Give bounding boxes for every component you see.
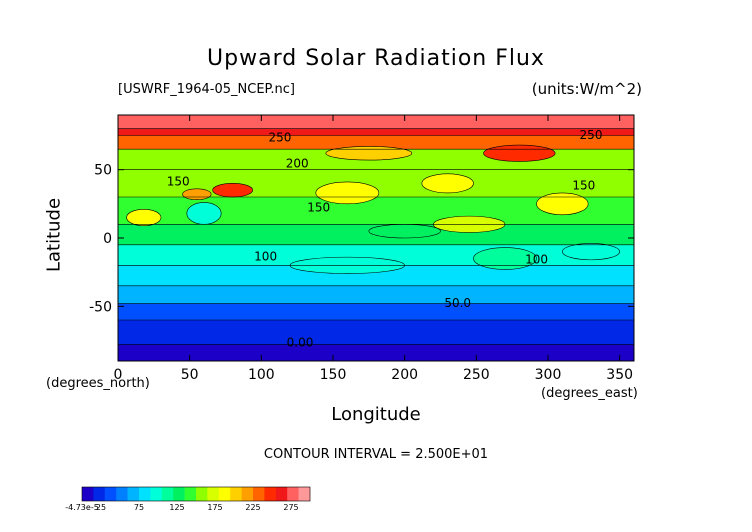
colorbar-frame <box>81 486 311 502</box>
colorbar-swatch-16 <box>264 487 277 501</box>
colorbar-min-label: -4.73e-5 <box>65 503 99 512</box>
x-tick-label-0: 0 <box>114 367 123 383</box>
field-patch-4 <box>483 144 556 162</box>
colorbar-swatch-5 <box>139 487 151 501</box>
field-band-10 <box>118 303 634 321</box>
contour-label-6: 100 <box>254 250 277 264</box>
chart-title: Upward Solar Radiation Flux <box>207 46 545 71</box>
x-tick-label-3: 150 <box>320 367 347 383</box>
y-tick-label-2: -50 <box>89 299 112 315</box>
x-tick-label-4: 200 <box>391 367 418 383</box>
colorbar-swatch-18 <box>287 487 299 501</box>
colorbar-swatch-11 <box>207 487 220 501</box>
contour-interval-note: CONTOUR INTERVAL = 2.500E+01 <box>263 447 489 462</box>
field-band-8 <box>118 265 634 287</box>
contour-label-3: 150 <box>167 174 190 188</box>
colorbar-tick-label-1: 75 <box>133 503 145 512</box>
colorbar-swatch-3 <box>116 487 128 501</box>
field-patch-0 <box>212 183 254 198</box>
colorbar-swatch-9 <box>184 487 197 501</box>
contour-label-7: 100 <box>525 252 548 266</box>
colorbar-tick-label-5: 275 <box>283 503 299 512</box>
field-patch-13 <box>562 243 620 261</box>
field-patch-10 <box>368 224 441 239</box>
x-tick-label-5: 250 <box>463 367 490 383</box>
y-tick-label-0: 50 <box>94 163 112 179</box>
x-axis-label: Longitude <box>331 404 421 425</box>
colorbar-swatch-14 <box>241 487 254 501</box>
colorbar-swatch-8 <box>173 487 185 501</box>
field-band-11 <box>118 320 634 346</box>
y-tick-label-1: 0 <box>103 231 112 247</box>
colorbar-swatch-17 <box>275 487 288 501</box>
field-patch-6 <box>536 192 589 216</box>
field-band-0 <box>118 115 634 130</box>
contour-label-5: 150 <box>572 179 595 193</box>
field-band-1 <box>118 128 634 136</box>
contour-label-4: 150 <box>307 200 330 214</box>
contour-label-0: 250 <box>269 131 292 145</box>
colorbar-tick-label-2: 125 <box>169 503 185 512</box>
colorbar-tick-label-4: 225 <box>245 503 261 512</box>
contour-label-2: 200 <box>286 157 309 171</box>
field-patch-2 <box>315 181 380 205</box>
field-band-9 <box>118 285 634 305</box>
x-tick-label-2: 100 <box>248 367 275 383</box>
contour-label-8: 50.0 <box>444 296 471 310</box>
x-tick-label-7: 350 <box>606 367 633 383</box>
colorbar-swatch-13 <box>230 487 242 501</box>
x-tick-label-1: 50 <box>181 367 199 383</box>
units-label: (units:W/m^2) <box>531 80 642 98</box>
colorbar-swatch-6 <box>150 487 163 501</box>
field-patch-3 <box>421 173 474 194</box>
field-band-12 <box>118 344 634 361</box>
file-name-label: [USWRF_1964-05_NCEP.nc] <box>118 82 295 97</box>
contour-label-1: 250 <box>580 128 603 142</box>
colorbar-swatch-0 <box>82 487 94 501</box>
field-patch-8 <box>186 202 222 225</box>
colorbar-tick-label-0: 25 <box>95 503 107 512</box>
field-patch-11 <box>473 247 537 270</box>
x-unit-right-label: (degrees_east) <box>541 386 638 401</box>
colorbar-swatch-15 <box>253 487 265 501</box>
field-patch-5 <box>325 146 413 161</box>
contour-label-9: 0.00 <box>287 336 314 350</box>
x-unit-left-label: (degrees_north) <box>46 376 150 391</box>
x-tick-label-6: 300 <box>535 367 562 383</box>
y-axis-label: Latitude <box>43 197 65 273</box>
field-patch-1 <box>182 188 212 201</box>
colorbar-swatch-12 <box>218 487 231 501</box>
colorbar-swatch-1 <box>93 487 106 501</box>
colorbar-swatch-10 <box>196 487 208 501</box>
colorbar-swatch-4 <box>127 487 140 501</box>
colorbar-tick-label-3: 175 <box>207 503 223 512</box>
colorbar-swatch-2 <box>104 487 117 501</box>
colorbar-swatch-19 <box>298 487 311 501</box>
colorbar-swatch-7 <box>161 487 174 501</box>
field-patch-7 <box>126 209 162 227</box>
